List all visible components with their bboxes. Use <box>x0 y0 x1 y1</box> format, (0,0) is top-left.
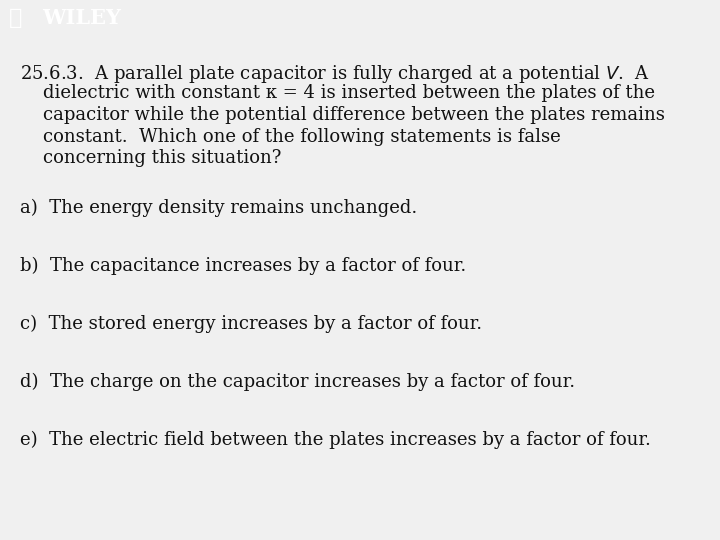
Text: d)  The charge on the capacitor increases by a factor of four.: d) The charge on the capacitor increases… <box>20 373 575 391</box>
Text: 25.6.3.  A parallel plate capacitor is fully charged at a potential $V$.  A: 25.6.3. A parallel plate capacitor is fu… <box>20 63 650 85</box>
Text: Ⓠ: Ⓠ <box>9 8 22 28</box>
Text: constant.  Which one of the following statements is false: constant. Which one of the following sta… <box>20 127 561 145</box>
Text: dielectric with constant κ = 4 is inserted between the plates of the: dielectric with constant κ = 4 is insert… <box>20 84 655 103</box>
Text: WILEY: WILEY <box>42 8 121 28</box>
Text: c)  The stored energy increases by a factor of four.: c) The stored energy increases by a fact… <box>20 314 482 333</box>
Text: capacitor while the potential difference between the plates remains: capacitor while the potential difference… <box>20 106 665 124</box>
Text: e)  The electric field between the plates increases by a factor of four.: e) The electric field between the plates… <box>20 430 651 449</box>
Text: a)  The energy density remains unchanged.: a) The energy density remains unchanged. <box>20 199 418 217</box>
Text: b)  The capacitance increases by a factor of four.: b) The capacitance increases by a factor… <box>20 256 467 275</box>
Text: concerning this situation?: concerning this situation? <box>20 149 282 167</box>
